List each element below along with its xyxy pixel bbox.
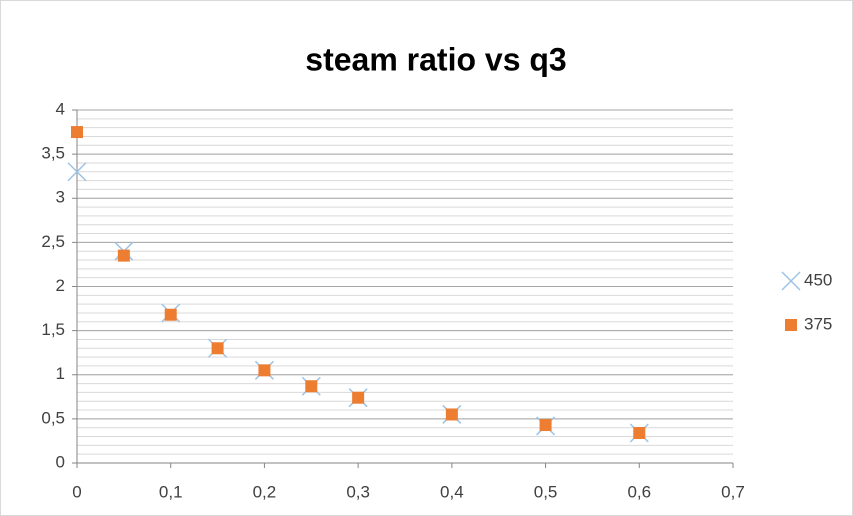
chart-title: steam ratio vs q3 bbox=[305, 41, 566, 77]
x-tick-label: 0,6 bbox=[627, 482, 651, 501]
x-tick-label: 0,4 bbox=[440, 482, 464, 501]
legend-label: 450 bbox=[804, 270, 832, 289]
legend-marker bbox=[781, 271, 801, 291]
square-marker bbox=[71, 126, 83, 139]
square-marker bbox=[633, 426, 646, 439]
y-tick-label: 0,5 bbox=[41, 408, 65, 427]
x-tick-label: 0,1 bbox=[159, 482, 183, 501]
square-marker bbox=[445, 408, 458, 421]
y-tick-label: 3,5 bbox=[41, 144, 65, 163]
x-tick-label: 0,7 bbox=[721, 482, 745, 501]
x-tick-label: 0,2 bbox=[253, 482, 277, 501]
legend-marker bbox=[785, 319, 797, 331]
square-marker bbox=[117, 249, 130, 262]
y-tick-label: 2 bbox=[56, 276, 65, 295]
square-marker bbox=[352, 391, 365, 404]
square-marker bbox=[539, 419, 552, 432]
legend-label: 375 bbox=[804, 314, 832, 333]
square-marker bbox=[305, 380, 318, 393]
y-tick-label: 0 bbox=[56, 452, 65, 471]
square-marker bbox=[211, 342, 224, 355]
square-marker bbox=[258, 364, 271, 377]
y-tick-label: 1,5 bbox=[41, 320, 65, 339]
x-tick-label: 0,3 bbox=[346, 482, 370, 501]
y-tick-label: 2,5 bbox=[41, 232, 65, 251]
x-tick-label: 0 bbox=[72, 482, 81, 501]
y-tick-label: 1 bbox=[56, 364, 65, 383]
x-marker bbox=[67, 162, 87, 182]
x-tick-label: 0,5 bbox=[534, 482, 558, 501]
y-tick-label: 3 bbox=[56, 188, 65, 207]
square-marker bbox=[164, 308, 177, 321]
y-tick-label: 4 bbox=[56, 99, 65, 118]
